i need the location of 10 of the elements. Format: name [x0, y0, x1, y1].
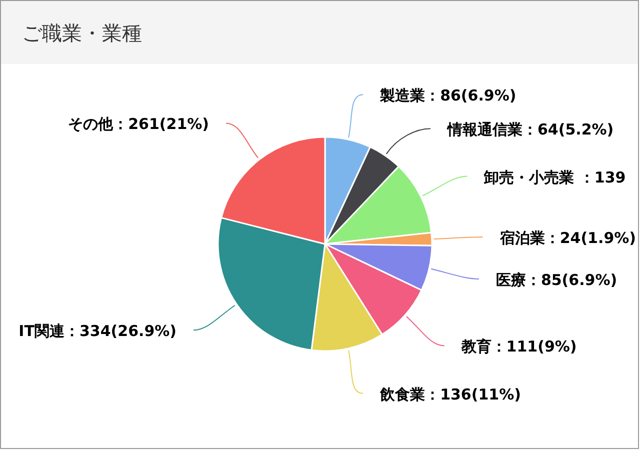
slice-label: IT関連：334(26.9%): [18, 322, 177, 340]
slice-label: 飲食業：136(11%): [379, 385, 522, 404]
slice-label: 製造業：86(6.9%): [379, 86, 516, 105]
slice-label: 医療：85(6.9%): [496, 270, 618, 289]
slice-label: 教育：111(9%): [460, 338, 577, 356]
slice-label: 卸売・小売業 ：139: [483, 168, 626, 186]
chart-title: ご職業・業種: [22, 21, 142, 45]
slice-label: その他：261(21%): [68, 115, 210, 134]
slice-label: 宿泊業：24(1.9%): [498, 229, 636, 248]
slice-label: 情報通信業：64(5.2%): [446, 120, 614, 139]
